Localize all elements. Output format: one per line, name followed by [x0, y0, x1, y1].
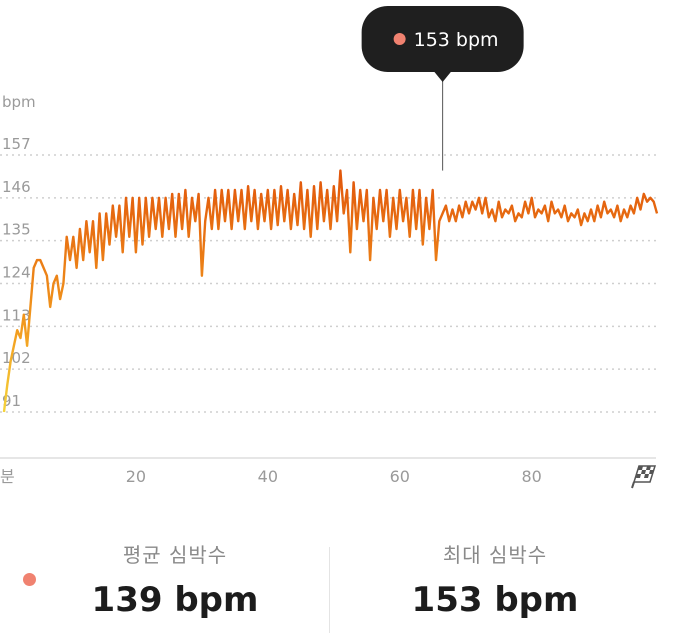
tooltip-dot-icon	[393, 33, 406, 45]
tooltip-bubble	[361, 6, 524, 72]
stats-divider	[329, 547, 330, 633]
x-axis: 분 20 40 60 80	[0, 467, 542, 486]
max-heart-rate-label: 최대 심박수	[442, 543, 548, 567]
x-axis-unit-label: 분	[0, 467, 15, 486]
y-tick-label: 135	[2, 221, 31, 239]
heart-rate-series[interactable]	[2, 169, 659, 413]
y-tick-label: 124	[2, 264, 31, 282]
average-heart-rate: 평균 심박수 139 bpm	[10, 525, 340, 620]
y-tick-label: 157	[2, 135, 31, 153]
max-heart-rate-value: 153 bpm	[411, 580, 579, 620]
checkered-flag-icon	[631, 465, 657, 489]
tooltip-arrow	[433, 71, 452, 82]
x-tick-label: 80	[521, 467, 541, 486]
y-axis-unit-label: bpm	[2, 93, 36, 111]
average-heart-rate-value: 139 bpm	[91, 580, 259, 620]
heart-rate-line[interactable]	[2, 169, 659, 413]
tooltip-value: 153 bpm	[414, 29, 499, 51]
y-tick-label: 113	[2, 306, 31, 324]
average-heart-rate-label: 평균 심박수	[122, 543, 228, 567]
max-heart-rate: 최대 심박수 153 bpm	[330, 525, 660, 620]
legend-dot-icon	[23, 573, 36, 586]
max-value-tooltip[interactable]: 153 bpm	[361, 6, 524, 171]
y-tick-label: 102	[2, 349, 31, 367]
grid-lines	[0, 154, 656, 413]
x-tick-label: 20	[126, 467, 146, 486]
heart-rate-summary: 평균 심박수 139 bpm 최대 심박수 153 bpm	[0, 525, 683, 633]
x-tick-label: 40	[258, 467, 278, 486]
y-tick-label: 146	[2, 178, 31, 196]
x-tick-label: 60	[390, 467, 410, 486]
